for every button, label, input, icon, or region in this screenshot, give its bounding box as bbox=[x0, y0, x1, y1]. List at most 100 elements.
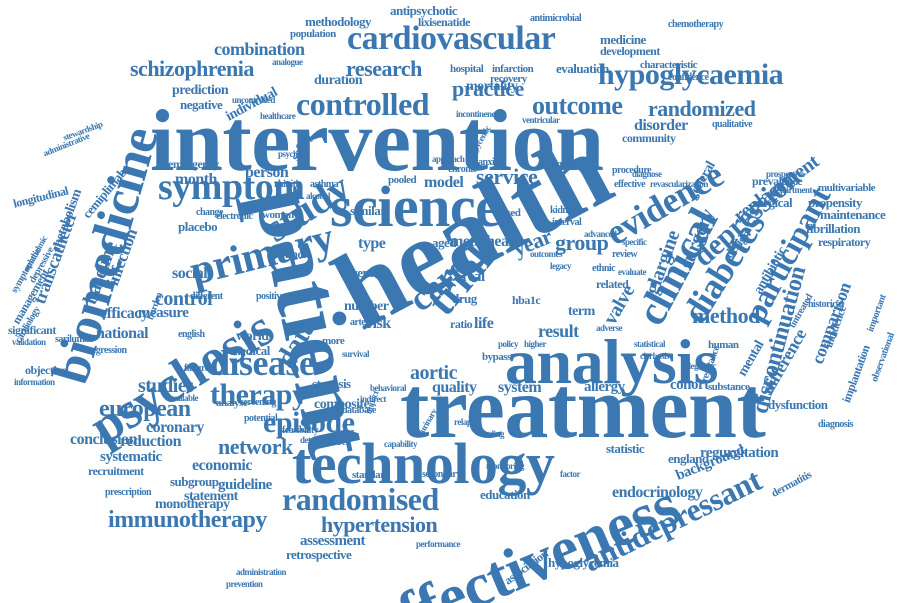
word: department bbox=[772, 185, 813, 195]
word: degludec bbox=[686, 361, 717, 371]
word: cardiovascular bbox=[347, 20, 556, 57]
word: combination bbox=[214, 39, 305, 59]
word: systematic bbox=[100, 449, 162, 465]
word: diagnosis bbox=[818, 419, 853, 430]
word: endocrinology bbox=[612, 484, 703, 501]
word: education bbox=[480, 487, 530, 502]
word: regression bbox=[88, 345, 127, 356]
word: event bbox=[346, 265, 374, 280]
word: respiratory bbox=[818, 235, 871, 249]
word: related bbox=[596, 277, 629, 291]
word: aged bbox=[432, 235, 457, 250]
word: review bbox=[612, 249, 638, 260]
word: observational bbox=[869, 331, 897, 384]
word: failure bbox=[184, 363, 209, 374]
word: medical bbox=[230, 343, 270, 358]
word: stenosis bbox=[312, 376, 351, 391]
word: method bbox=[692, 303, 760, 328]
word: immunotherapy bbox=[108, 507, 267, 533]
word: analogue bbox=[272, 57, 303, 67]
word: significant bbox=[8, 323, 56, 337]
word: performance bbox=[416, 539, 460, 549]
word: capability bbox=[384, 439, 418, 449]
word: allergy bbox=[584, 379, 625, 395]
word: reduction bbox=[120, 433, 181, 450]
word: national bbox=[96, 325, 149, 342]
word: information bbox=[14, 377, 55, 387]
word: artery bbox=[350, 317, 374, 328]
word: asthma bbox=[310, 179, 339, 190]
word: schizophrenia bbox=[130, 56, 254, 81]
word: prevention bbox=[226, 579, 263, 589]
word: relapse bbox=[454, 417, 478, 427]
word: surgical bbox=[752, 195, 793, 210]
word: symptom bbox=[158, 166, 305, 208]
word: conclusion bbox=[70, 431, 138, 448]
word: approach bbox=[432, 154, 465, 164]
word: chronic bbox=[448, 164, 477, 175]
word: recruitment bbox=[88, 464, 144, 478]
word: duration bbox=[314, 73, 363, 88]
word: statement bbox=[184, 489, 238, 504]
word: woman bbox=[262, 209, 294, 221]
word: hypoglycaemia bbox=[598, 58, 784, 91]
word: alcohol bbox=[306, 191, 331, 201]
word: composite bbox=[314, 397, 370, 412]
word: electronic bbox=[216, 211, 253, 222]
word: outcome bbox=[532, 91, 623, 120]
word: psychotic bbox=[278, 149, 310, 159]
word: objective bbox=[25, 363, 67, 377]
word: longitudinal bbox=[11, 183, 70, 211]
word: increase bbox=[548, 159, 579, 170]
word: therapy bbox=[210, 378, 307, 411]
word: chemotherapy bbox=[668, 19, 724, 30]
word: number bbox=[344, 299, 389, 314]
word: episode bbox=[263, 406, 355, 439]
word: screening bbox=[240, 397, 276, 408]
word: real bbox=[462, 269, 485, 285]
word: studies bbox=[138, 375, 194, 397]
word: group bbox=[555, 230, 609, 255]
word: maintenance bbox=[820, 207, 886, 222]
word: measure bbox=[138, 305, 189, 321]
word: intervention bbox=[150, 93, 604, 190]
word: similar bbox=[350, 203, 386, 218]
word: placebo bbox=[178, 219, 218, 234]
word: prospective bbox=[766, 169, 805, 179]
word: multivariable bbox=[818, 182, 876, 194]
word: model bbox=[424, 174, 464, 191]
word: retrospective bbox=[286, 547, 352, 562]
word: coronary bbox=[146, 419, 204, 436]
word: specific bbox=[622, 237, 647, 247]
word: hba1c bbox=[512, 293, 541, 307]
word: qualitative bbox=[712, 119, 753, 130]
word: research bbox=[346, 56, 422, 81]
word: fibrillation bbox=[806, 221, 860, 236]
word: confidence bbox=[668, 72, 709, 83]
word: pooled bbox=[388, 174, 417, 186]
word: positive bbox=[256, 291, 285, 302]
word: ratio bbox=[450, 317, 473, 331]
word: treatment bbox=[400, 360, 766, 457]
word: disease bbox=[210, 343, 315, 383]
word: efficacy bbox=[100, 305, 149, 322]
word: antimicrobial bbox=[530, 13, 582, 24]
word: revascularization bbox=[650, 179, 708, 189]
word: implantation bbox=[839, 343, 873, 405]
word: propensity bbox=[808, 195, 863, 210]
word: randomised bbox=[282, 481, 439, 517]
word: monitoring bbox=[486, 461, 525, 471]
word: technology bbox=[292, 431, 555, 496]
word: available bbox=[168, 393, 199, 403]
word: indirect bbox=[360, 394, 386, 404]
word: service bbox=[476, 164, 538, 189]
word: policy bbox=[498, 339, 519, 349]
word: development bbox=[600, 44, 660, 58]
word: antipsychotic bbox=[390, 3, 458, 18]
word: england bbox=[668, 451, 709, 466]
word: prescription bbox=[105, 487, 152, 498]
word: science bbox=[330, 174, 501, 239]
word: statistical bbox=[634, 339, 666, 349]
word: change bbox=[196, 207, 224, 218]
word: dermatitis bbox=[769, 468, 814, 500]
